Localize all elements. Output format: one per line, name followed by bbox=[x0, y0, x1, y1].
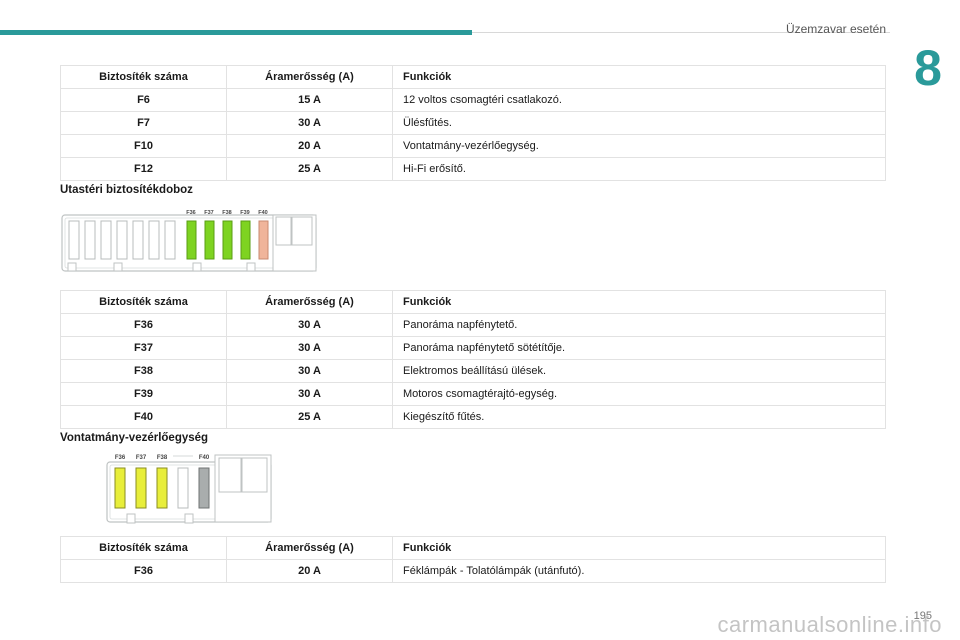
fuse-number: F40 bbox=[60, 405, 227, 429]
fuse-function: Féklámpák - Tolatólámpák (utánfutó). bbox=[392, 559, 886, 583]
page-number: 195 bbox=[913, 610, 932, 622]
fuse-f38 bbox=[222, 220, 233, 260]
relay bbox=[218, 457, 242, 493]
fuse-label: F38 bbox=[157, 455, 168, 461]
fuse-f37 bbox=[204, 220, 215, 260]
fuse-function: 12 voltos csomagtéri csatlakozó. bbox=[392, 88, 886, 112]
fuse-label: F40 bbox=[258, 210, 267, 216]
watermark: carmanualsonline.info bbox=[717, 612, 942, 637]
table-header-row: Biztosíték száma Áramerősség (A) Funkció… bbox=[60, 65, 886, 89]
header-divider bbox=[472, 32, 890, 33]
fuse-amperage: 30 A bbox=[226, 336, 393, 360]
fuse-slot-empty bbox=[84, 220, 96, 260]
fuse-amperage: 30 A bbox=[226, 313, 393, 337]
fuse-slot-empty bbox=[68, 220, 80, 260]
table-row: F7 30 A Ülésfűtés. bbox=[60, 111, 886, 135]
fuse-f40 bbox=[198, 467, 210, 509]
fuse-label: F36 bbox=[115, 455, 126, 461]
fuse-amperage: 15 A bbox=[226, 88, 393, 112]
fuse-label: F40 bbox=[199, 455, 210, 461]
fuse-number: F36 bbox=[60, 313, 227, 337]
fuse-table-engine: Biztosíték száma Áramerősség (A) Funkció… bbox=[60, 65, 886, 181]
fuse-function: Vontatmány-vezérlőegység. bbox=[392, 134, 886, 158]
table-row: F38 30 A Elektromos beállítású ülések. bbox=[60, 359, 886, 383]
subtitle-trailer-unit: Vontatmány-vezérlőegység bbox=[60, 432, 209, 444]
col-header-amperage: Áramerősség (A) bbox=[226, 290, 393, 314]
fuse-slot-empty bbox=[132, 220, 144, 260]
fuse-table-trailer: Biztosíték száma Áramerősség (A) Funkció… bbox=[60, 536, 886, 583]
col-header-amperage: Áramerősség (A) bbox=[226, 536, 393, 560]
chapter-number: 8 bbox=[914, 40, 942, 96]
table-row: F36 20 A Féklámpák - Tolatólámpák (utánf… bbox=[60, 559, 886, 583]
fuse-f36 bbox=[186, 220, 197, 260]
table-row: F40 25 A Kiegészítő fűtés. bbox=[60, 405, 886, 429]
fuse-function: Ülésfűtés. bbox=[392, 111, 886, 135]
fuse-number: F36 bbox=[60, 559, 227, 583]
fuse-number: F12 bbox=[60, 157, 227, 181]
fuse-f38 bbox=[156, 467, 168, 509]
fuse-function: Panoráma napfénytető. bbox=[392, 313, 886, 337]
col-header-function: Funkciók bbox=[392, 536, 886, 560]
fuse-slot-empty bbox=[100, 220, 112, 260]
fuse-slot-empty bbox=[148, 220, 160, 260]
fuse-number: F37 bbox=[60, 336, 227, 360]
fuse-f37 bbox=[135, 467, 147, 509]
fuse-slot-empty bbox=[116, 220, 128, 260]
fuse-amperage: 25 A bbox=[226, 157, 393, 181]
col-header-function: Funkciók bbox=[392, 290, 886, 314]
fusebox-diagram-trailer: F36 F37 F38 F40 bbox=[106, 454, 272, 524]
table-row: F36 30 A Panoráma napfénytető. bbox=[60, 313, 886, 337]
fuse-function: Kiegészítő fűtés. bbox=[392, 405, 886, 429]
fuse-number: F39 bbox=[60, 382, 227, 406]
section-title: Üzemzavar esetén bbox=[785, 22, 886, 36]
fuse-amperage: 20 A bbox=[226, 559, 393, 583]
table-row: F6 15 A 12 voltos csomagtéri csatlakozó. bbox=[60, 88, 886, 112]
fuse-table-passenger: Biztosíték száma Áramerősség (A) Funkció… bbox=[60, 290, 886, 429]
fuse-label: F39 bbox=[240, 210, 249, 216]
fusebox-diagram-passenger: F36 F37 F38 F39 F40 bbox=[61, 210, 317, 272]
fuse-label: F37 bbox=[204, 210, 213, 216]
fuse-amperage: 25 A bbox=[226, 405, 393, 429]
fuse-number: F10 bbox=[60, 134, 227, 158]
fuse-function: Motoros csomagtérajtó-egység. bbox=[392, 382, 886, 406]
fuse-function: Hi-Fi erősítő. bbox=[392, 157, 886, 181]
fuse-function: Panoráma napfénytető sötétítője. bbox=[392, 336, 886, 360]
relay bbox=[291, 216, 313, 246]
subtitle-passenger-fusebox: Utastéri biztosítékdoboz bbox=[60, 184, 193, 196]
fuse-f39 bbox=[240, 220, 251, 260]
fuse-amperage: 30 A bbox=[226, 359, 393, 383]
table-row: F12 25 A Hi-Fi erősítő. bbox=[60, 157, 886, 181]
col-header-number: Biztosíték száma bbox=[60, 290, 227, 314]
col-header-number: Biztosíték száma bbox=[60, 536, 227, 560]
fuse-slot-empty bbox=[164, 220, 176, 260]
fuse-number: F38 bbox=[60, 359, 227, 383]
fuse-function: Elektromos beállítású ülések. bbox=[392, 359, 886, 383]
relay bbox=[241, 457, 268, 493]
fuse-amperage: 30 A bbox=[226, 111, 393, 135]
fuse-label: F38 bbox=[222, 210, 231, 216]
table-row: F10 20 A Vontatmány-vezérlőegység. bbox=[60, 134, 886, 158]
col-header-amperage: Áramerősség (A) bbox=[226, 65, 393, 89]
table-header-row: Biztosíték száma Áramerősség (A) Funkció… bbox=[60, 290, 886, 314]
fuse-f40 bbox=[258, 220, 269, 260]
relay bbox=[275, 216, 292, 246]
col-header-number: Biztosíték száma bbox=[60, 65, 227, 89]
fuse-label: F36 bbox=[186, 210, 195, 216]
fuse-slot-empty bbox=[177, 467, 189, 509]
fuse-label: F37 bbox=[136, 455, 147, 461]
fuse-number: F6 bbox=[60, 88, 227, 112]
table-header-row: Biztosíték száma Áramerősség (A) Funkció… bbox=[60, 536, 886, 560]
fuse-f36 bbox=[114, 467, 126, 509]
table-row: F37 30 A Panoráma napfénytető sötétítője… bbox=[60, 336, 886, 360]
header-accent-bar bbox=[0, 30, 472, 35]
fuse-amperage: 20 A bbox=[226, 134, 393, 158]
fuse-number: F7 bbox=[60, 111, 227, 135]
col-header-function: Funkciók bbox=[392, 65, 886, 89]
table-row: F39 30 A Motoros csomagtérajtó-egység. bbox=[60, 382, 886, 406]
fuse-amperage: 30 A bbox=[226, 382, 393, 406]
